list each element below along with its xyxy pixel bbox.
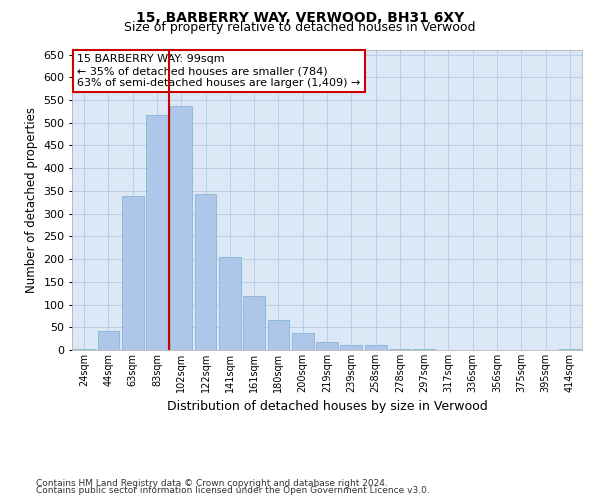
- Bar: [73, 348, 95, 350]
- Bar: [243, 296, 265, 350]
- Bar: [292, 333, 314, 350]
- Bar: [365, 346, 386, 350]
- Bar: [268, 320, 289, 350]
- Bar: [170, 106, 192, 350]
- Bar: [340, 346, 362, 350]
- Text: Size of property relative to detached houses in Verwood: Size of property relative to detached ho…: [124, 22, 476, 35]
- Bar: [219, 258, 241, 350]
- Text: Contains public sector information licensed under the Open Government Licence v3: Contains public sector information licen…: [36, 486, 430, 495]
- Y-axis label: Number of detached properties: Number of detached properties: [25, 107, 38, 293]
- Bar: [559, 349, 581, 350]
- Bar: [97, 331, 119, 350]
- X-axis label: Distribution of detached houses by size in Verwood: Distribution of detached houses by size …: [167, 400, 487, 413]
- Bar: [389, 348, 411, 350]
- Text: 15 BARBERRY WAY: 99sqm
← 35% of detached houses are smaller (784)
63% of semi-de: 15 BARBERRY WAY: 99sqm ← 35% of detached…: [77, 54, 361, 88]
- Bar: [146, 116, 168, 350]
- Bar: [413, 349, 435, 350]
- Bar: [316, 342, 338, 350]
- Bar: [122, 196, 143, 350]
- Text: 15, BARBERRY WAY, VERWOOD, BH31 6XY: 15, BARBERRY WAY, VERWOOD, BH31 6XY: [136, 11, 464, 25]
- Text: Contains HM Land Registry data © Crown copyright and database right 2024.: Contains HM Land Registry data © Crown c…: [36, 478, 388, 488]
- Bar: [194, 194, 217, 350]
